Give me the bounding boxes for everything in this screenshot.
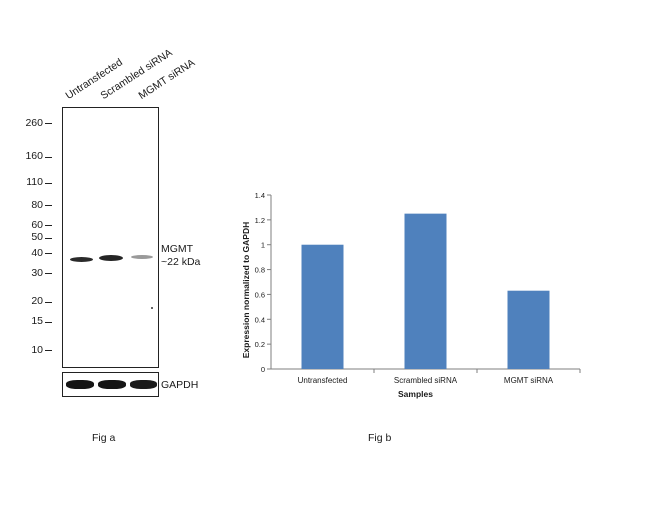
y-tick-label: 0.6: [255, 290, 265, 299]
mw-marker-tick: [45, 273, 52, 275]
chart-labels: 0 0.2 0.4 0.6 0.8 1 1.2 1.4 Untransfected Scrambl…: [241, 191, 554, 399]
blot-speck: [151, 307, 153, 309]
mgmt-band-label: MGMT ~22 kDa: [161, 243, 200, 269]
mgmt-band-label-size: ~22 kDa: [161, 256, 201, 268]
gapdh-band-lane-1: [66, 380, 94, 389]
mw-marker-tick: [45, 205, 52, 207]
mw-marker-label: 80: [31, 198, 43, 211]
x-axis-title: Samples: [398, 389, 433, 399]
mw-marker-label: 160: [25, 150, 43, 163]
fig-a-caption: Fig a: [92, 432, 116, 444]
mw-marker-label: 260: [25, 116, 43, 129]
y-tick-label: 1: [261, 241, 265, 250]
mw-marker-tick: [45, 225, 52, 227]
gapdh-label: GAPDH: [161, 379, 199, 391]
gapdh-band-lane-2: [98, 380, 126, 389]
mw-marker-label: 50: [31, 231, 43, 244]
mgmt-band-lane-1: [70, 257, 93, 262]
y-tick-label: 0.4: [255, 315, 265, 324]
gapdh-band-lane-3: [130, 380, 157, 389]
mw-marker-label: 20: [31, 295, 43, 308]
mw-marker-label: 30: [31, 266, 43, 279]
y-tick-label: 0.2: [255, 340, 265, 349]
mw-marker-tick: [45, 182, 52, 184]
x-tick-label: Untransfected: [298, 376, 348, 385]
mw-marker-label: 15: [31, 315, 43, 328]
mgmt-band-lane-2: [99, 255, 123, 261]
mw-marker-tick: [45, 237, 52, 239]
mw-marker-label: 110: [26, 176, 43, 189]
mw-marker-label: 10: [31, 343, 43, 356]
mgmt-band-lane-3: [131, 255, 153, 259]
x-tick-label: MGMT siRNA: [504, 376, 554, 385]
mw-marker-label: 60: [31, 218, 43, 231]
bar-3: [507, 290, 550, 369]
mw-marker-tick: [45, 123, 52, 124]
y-tick-label: 0: [261, 365, 265, 374]
chart-bars: [301, 213, 550, 369]
bar-1: [301, 244, 344, 369]
mw-marker-tick: [45, 156, 52, 158]
y-tick-label: 1.2: [255, 216, 265, 225]
mw-marker-tick: [45, 350, 52, 351]
mgmt-band-label-name: MGMT: [161, 243, 194, 255]
mw-marker-tick: [45, 253, 52, 255]
mgmt-blot-membrane: [62, 107, 159, 368]
x-tick-label: Scrambled siRNA: [394, 376, 458, 385]
y-tick-label: 0.8: [255, 266, 265, 275]
mw-marker-tick: [45, 321, 52, 323]
y-axis-title: Expression normalized to GAPDH: [241, 222, 251, 359]
y-tick-label: 1.4: [255, 191, 265, 200]
mw-marker-tick: [45, 301, 52, 303]
mw-marker-label: 40: [31, 246, 43, 259]
gapdh-blot-membrane: [62, 372, 159, 397]
fig-b-caption: Fig b: [368, 432, 392, 444]
bar-2: [404, 213, 447, 369]
